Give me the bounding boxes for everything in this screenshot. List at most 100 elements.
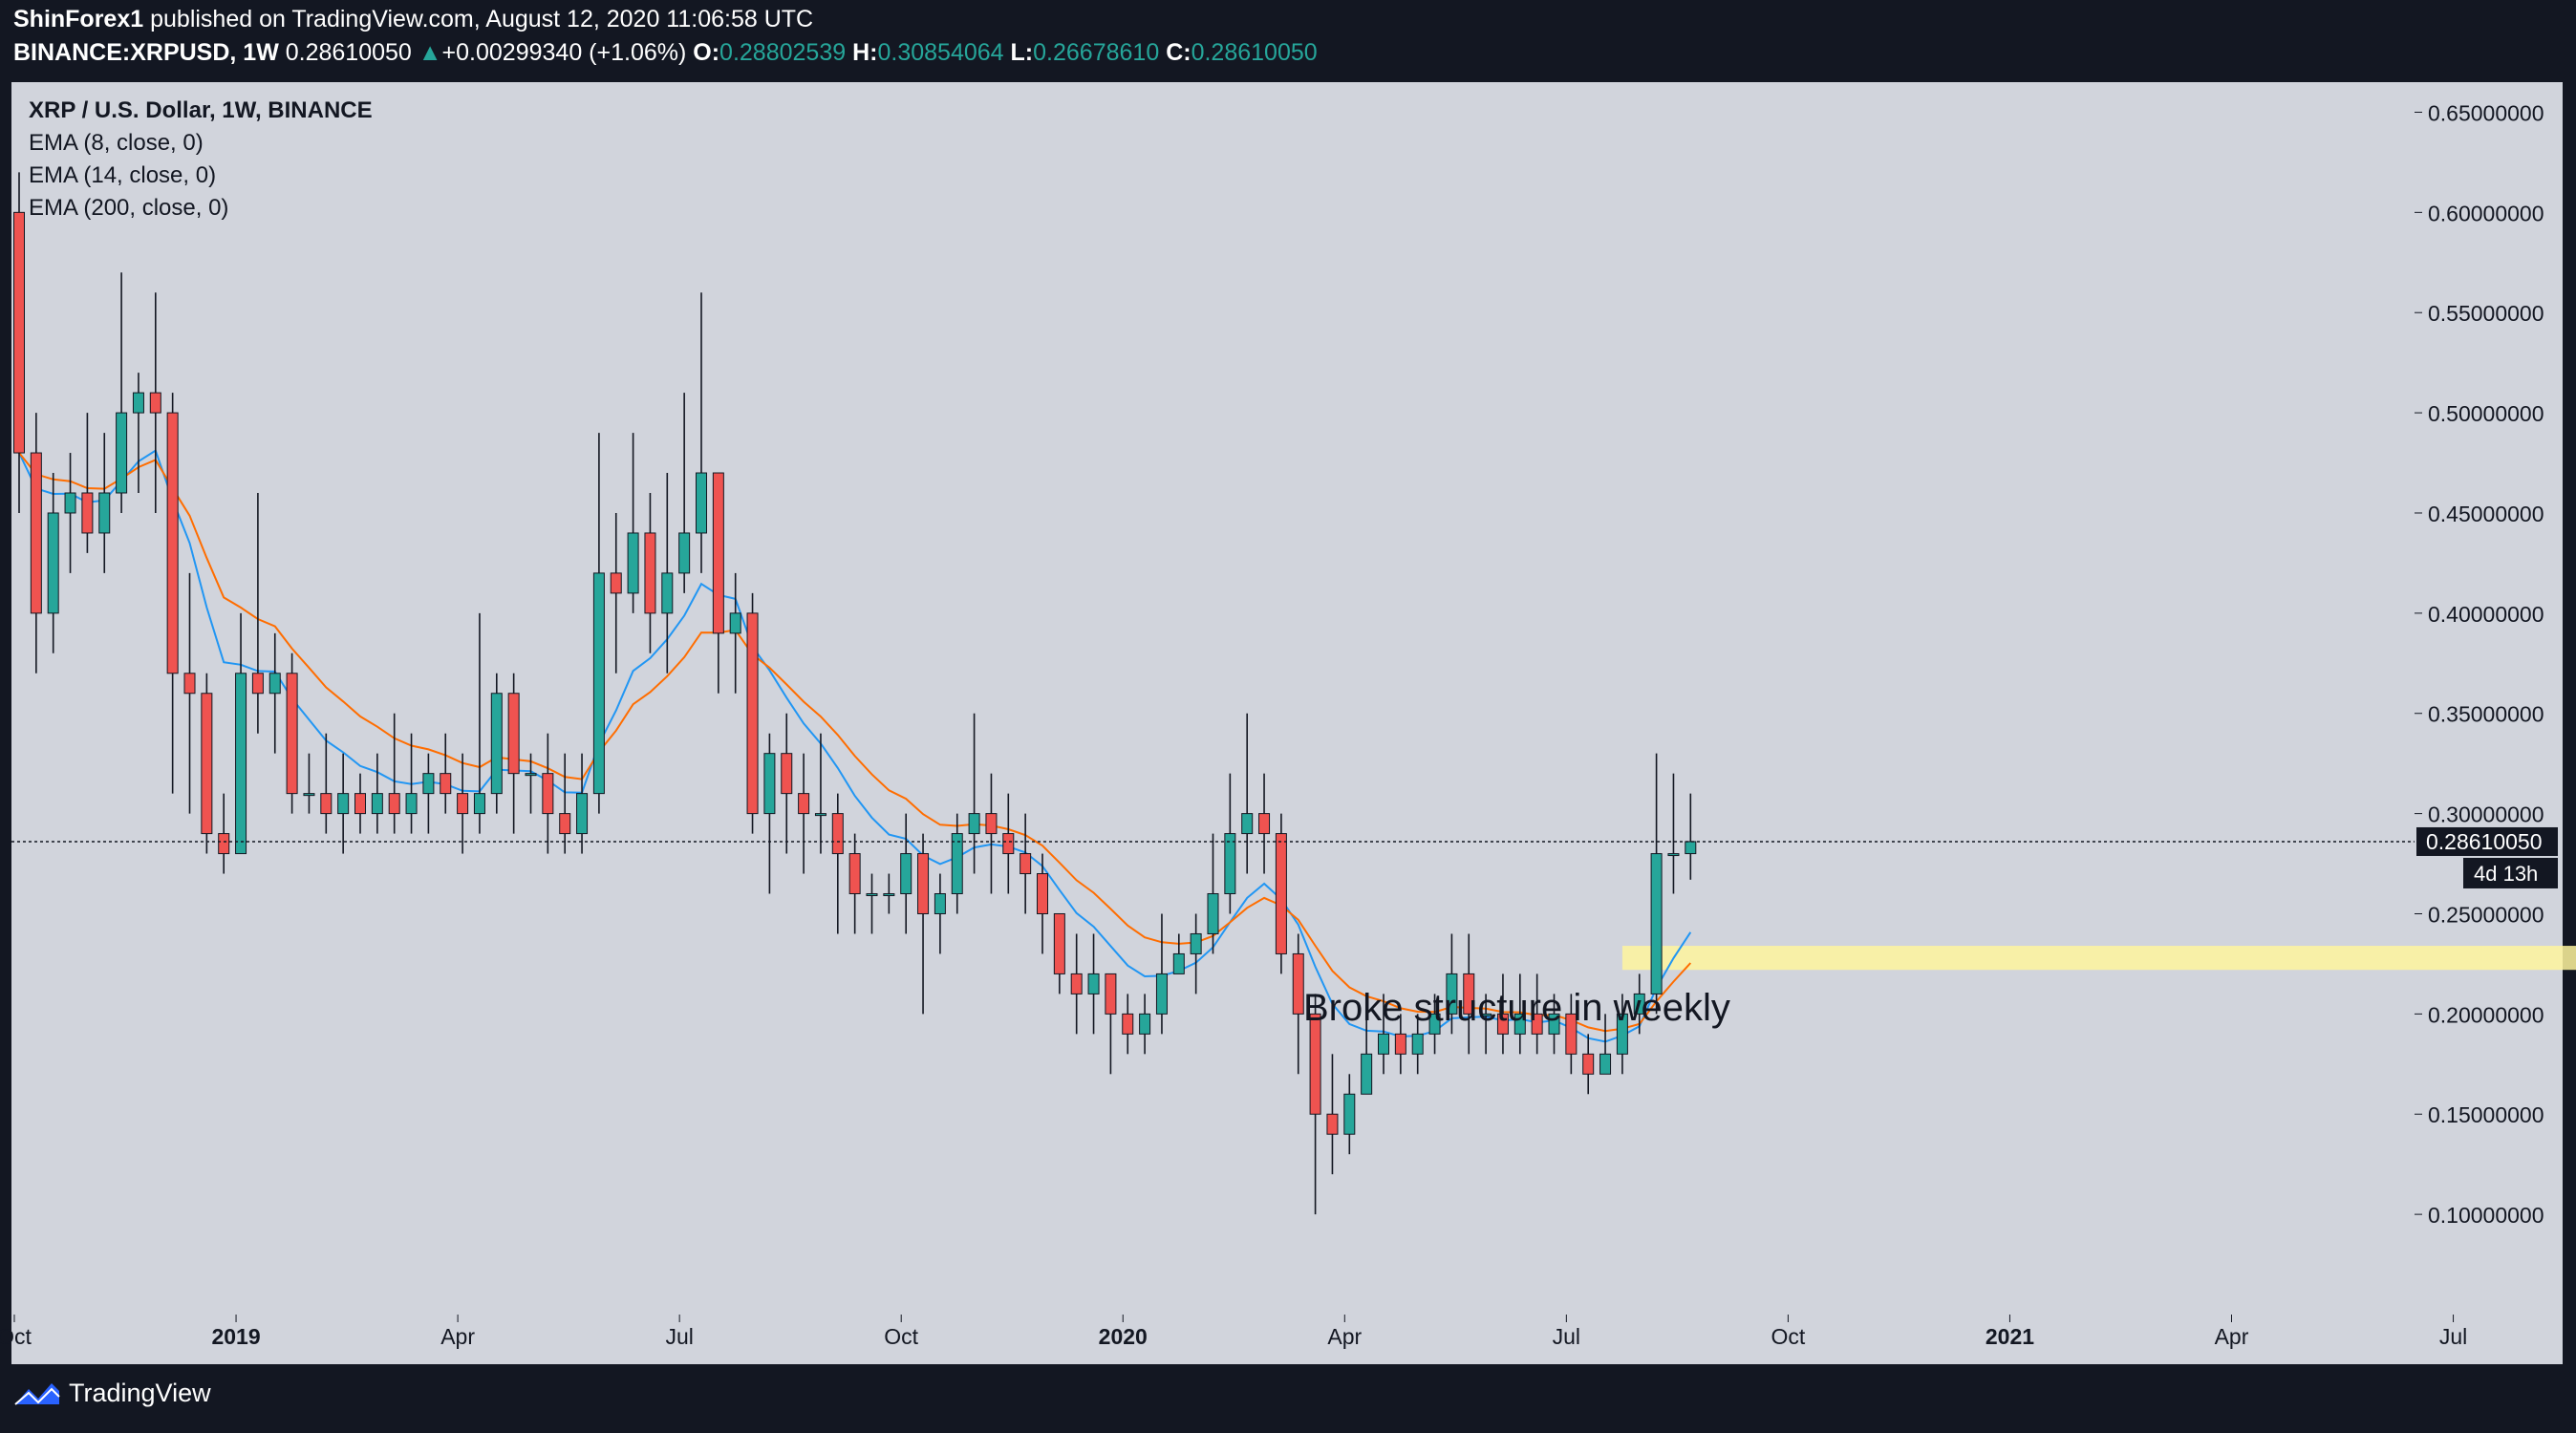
candle-down: [712, 472, 724, 634]
author-name[interactable]: ShinForex1: [13, 6, 144, 32]
support-zone: [1621, 946, 2576, 971]
y-tick-label: 0.15000000: [2428, 1102, 2544, 1127]
candle-down: [644, 532, 656, 614]
symbol-info-bar: BINANCE:XRPUSD, 1W 0.28610050 ▲+0.002993…: [13, 39, 1318, 67]
candle-up: [576, 793, 589, 835]
candle-down: [542, 773, 554, 815]
candle-down: [286, 673, 298, 795]
up-arrow-icon: ▲: [418, 39, 442, 66]
candle-down: [13, 211, 25, 454]
x-tick-label: 2021: [1986, 1324, 2034, 1349]
symbol-label[interactable]: BINANCE:XRPUSD, 1W: [13, 39, 279, 66]
candle-up: [1599, 1053, 1612, 1075]
countdown-tag: [2463, 857, 2558, 888]
x-tick-label: Jul: [2439, 1324, 2467, 1349]
last-price: 0.28610050: [285, 39, 412, 66]
candle-up: [678, 532, 691, 574]
candle-up: [1480, 1013, 1492, 1016]
candle-up: [98, 492, 111, 534]
candle-up: [1241, 813, 1254, 835]
candle-down: [320, 793, 333, 815]
candle-up: [934, 893, 946, 914]
candle-up: [592, 572, 605, 795]
candle-up: [303, 793, 315, 797]
candle-down: [30, 452, 42, 614]
x-tick-label: Jul: [1553, 1324, 1580, 1349]
candle-down: [1394, 1033, 1406, 1055]
ema-200-legend[interactable]: EMA (200, close, 0): [29, 195, 229, 221]
candle-up: [268, 673, 281, 695]
x-tick-label: 2020: [1099, 1324, 1148, 1349]
candle-down: [1496, 1013, 1509, 1035]
high-label: H:: [852, 39, 878, 66]
candle-down: [1053, 912, 1065, 974]
candle-up: [64, 492, 76, 514]
candle-up: [1087, 973, 1100, 995]
candle-up: [337, 793, 350, 815]
candle-up: [116, 412, 128, 494]
candle-down: [1037, 873, 1048, 914]
candle-up: [661, 572, 674, 614]
candle-down: [1565, 1013, 1578, 1055]
candle-down: [81, 492, 94, 534]
candle-down: [831, 813, 844, 855]
last-price-label: 0.28610050: [2426, 829, 2543, 854]
candle-down: [1309, 1013, 1321, 1115]
candle-up: [1155, 973, 1168, 1015]
candle-down: [1292, 952, 1304, 1015]
candle-up: [1667, 853, 1680, 857]
low-value: 0.26678610: [1033, 39, 1160, 66]
candle-up: [883, 893, 895, 897]
candle-up: [1685, 841, 1697, 855]
candle-down: [388, 793, 400, 815]
candle-up: [235, 673, 247, 855]
ema-8-legend[interactable]: EMA (8, close, 0): [29, 130, 204, 156]
candle-down: [1326, 1113, 1339, 1135]
price-scale[interactable]: [2415, 82, 2563, 1315]
candle-up: [1616, 1013, 1628, 1055]
annotation-text: Broke structure in weekly: [1303, 987, 1730, 1029]
y-tick-label: 0.25000000: [2428, 902, 2544, 927]
candle-up: [473, 793, 485, 815]
ema-14-legend[interactable]: EMA (14, close, 0): [29, 162, 217, 188]
y-tick-label: 0.10000000: [2428, 1203, 2544, 1228]
candle-up: [405, 793, 418, 815]
candle-up: [1172, 952, 1185, 974]
candle-up: [900, 853, 912, 895]
candle-up: [1378, 1033, 1389, 1055]
candle-up: [968, 813, 980, 835]
candle-down: [1002, 833, 1015, 855]
candle-up: [1446, 973, 1458, 1015]
candle-up: [47, 512, 59, 614]
candle-up: [422, 773, 435, 795]
footer-brand[interactable]: TradingView: [13, 1379, 211, 1408]
chart-title: XRP / U.S. Dollar, 1W, BINANCE: [29, 97, 373, 123]
x-tick-label: Apr: [440, 1324, 475, 1349]
close-label: C:: [1166, 39, 1191, 66]
x-tick-label: Jul: [665, 1324, 693, 1349]
candle-down: [1258, 813, 1271, 835]
candle-up: [525, 773, 537, 777]
candle-down: [610, 572, 622, 594]
candle-up: [1548, 1013, 1560, 1035]
ema-8-line: [18, 449, 1692, 1043]
candle-up: [1343, 1093, 1356, 1135]
candle-down: [166, 412, 179, 674]
chart-pane[interactable]: [11, 82, 2415, 1364]
candle-up: [763, 753, 776, 815]
candle-down: [1070, 973, 1083, 995]
candle-up: [132, 392, 144, 414]
countdown-label: 4d 13h: [2474, 862, 2538, 886]
candle-up: [1224, 833, 1236, 895]
time-scale[interactable]: [11, 1315, 2563, 1364]
x-tick-label: 2019: [211, 1324, 260, 1349]
y-tick-label: 0.40000000: [2428, 602, 2544, 627]
candle-up: [1139, 1013, 1151, 1035]
candle-down: [183, 673, 196, 695]
y-tick-label: 0.45000000: [2428, 502, 2544, 526]
candle-up: [1361, 1053, 1373, 1095]
y-tick-label: 0.35000000: [2428, 702, 2544, 727]
high-value: 0.30854064: [877, 39, 1004, 66]
x-tick-label: Oct: [1771, 1324, 1806, 1349]
